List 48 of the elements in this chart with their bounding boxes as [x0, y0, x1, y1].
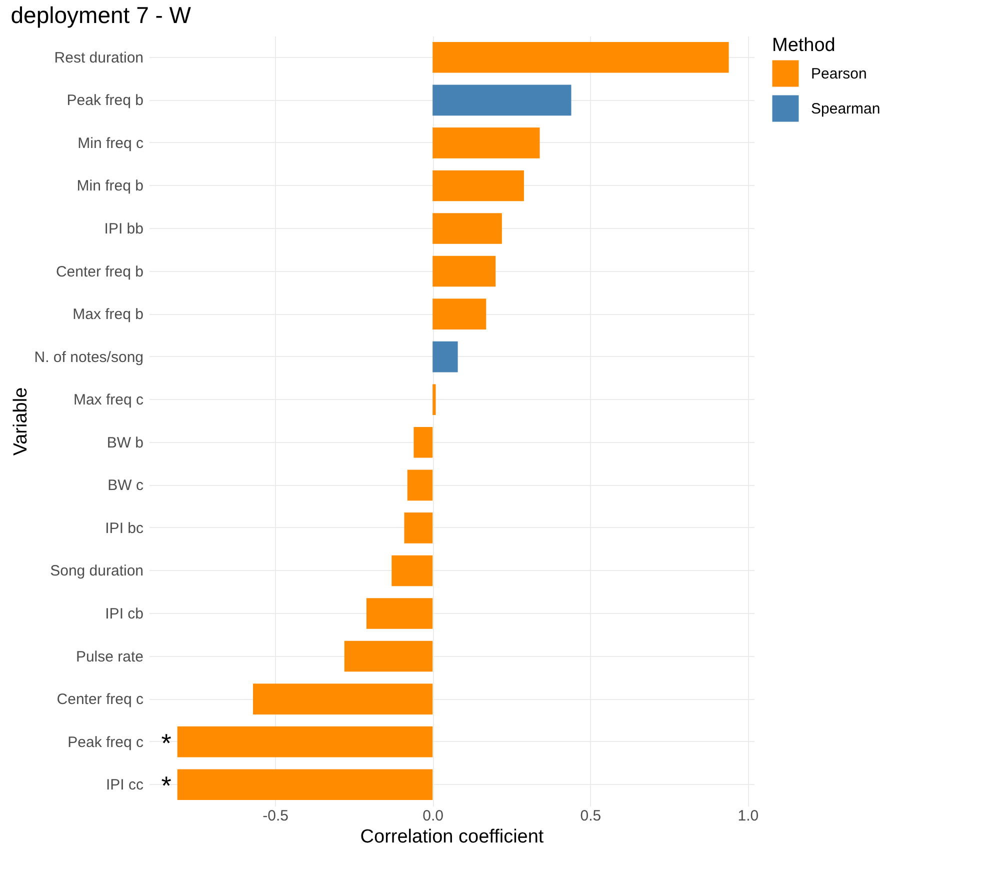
bar [344, 640, 433, 672]
legend-label: Spearman [811, 100, 880, 118]
y-tick-label: BW b [106, 434, 144, 452]
bar [407, 470, 433, 501]
y-tick-label: Peak freq c [68, 734, 144, 751]
x-tick-label: 0.5 [580, 808, 602, 824]
bar [252, 684, 433, 714]
y-tick-label: Max freq c [73, 392, 144, 409]
bar [177, 726, 433, 758]
annotation: * [161, 728, 172, 758]
x-axis-title: Correlation coefficient [360, 826, 544, 848]
bar [432, 341, 458, 372]
y-tick-label: Pulse rate [76, 648, 144, 666]
y-tick-label: Center freq b [56, 263, 144, 280]
y-tick-label: Song duration [50, 562, 144, 580]
y-tick-label: IPI bb [104, 220, 144, 238]
bar [366, 598, 433, 629]
bar [432, 42, 729, 73]
bar [432, 170, 524, 202]
bar [392, 555, 433, 586]
y-tick-label: IPI cc [106, 776, 144, 794]
chart-title: deployment 7 - W [10, 2, 192, 28]
y-tick-label: N. of notes/song [34, 348, 144, 366]
y-tick-label: IPI bc [105, 520, 144, 537]
y-axis-title: Variable [10, 387, 32, 456]
y-tick-label: Min freq c [78, 134, 144, 152]
x-tick-label: 1.0 [738, 808, 759, 824]
y-tick-label: Center freq c [56, 691, 144, 708]
legend-title: Method [772, 35, 836, 56]
y-tick-label: Max freq b [72, 306, 144, 324]
bar [404, 512, 433, 544]
bar [432, 84, 572, 116]
bar [432, 213, 502, 244]
bar [177, 769, 433, 800]
y-tick-label: IPI cb [105, 606, 144, 622]
legend-label: Pearson [811, 66, 867, 82]
annotation: * [161, 770, 172, 801]
bar [432, 256, 496, 287]
bar [414, 426, 433, 458]
x-tick-label: -0.5 [262, 808, 288, 824]
y-tick-label: Min freq b [76, 178, 144, 195]
bar [432, 128, 540, 158]
y-tick-label: Peak freq b [66, 92, 144, 110]
bar [432, 384, 436, 416]
bar [432, 298, 486, 330]
y-tick-label: BW c [108, 477, 144, 494]
x-tick-label: 0.0 [422, 808, 444, 824]
y-tick-label: Rest duration [54, 49, 144, 66]
